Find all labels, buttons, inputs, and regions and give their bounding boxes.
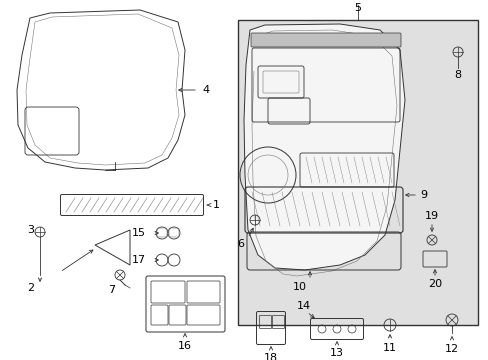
Text: 13: 13 xyxy=(329,348,343,358)
Text: 11: 11 xyxy=(382,343,396,353)
Bar xyxy=(238,20,477,325)
Text: 17: 17 xyxy=(132,255,146,265)
Text: 20: 20 xyxy=(427,279,441,289)
Text: 4: 4 xyxy=(202,85,209,95)
Text: 16: 16 xyxy=(178,341,192,351)
Text: 2: 2 xyxy=(27,283,34,293)
Text: 1: 1 xyxy=(213,200,220,210)
Text: 14: 14 xyxy=(296,301,310,311)
Text: 12: 12 xyxy=(444,344,458,354)
Text: 6: 6 xyxy=(237,239,244,249)
Text: 7: 7 xyxy=(108,285,115,295)
Text: 18: 18 xyxy=(264,353,278,360)
Text: 8: 8 xyxy=(453,70,461,80)
Polygon shape xyxy=(244,24,404,270)
Text: 9: 9 xyxy=(419,190,426,200)
Text: 15: 15 xyxy=(132,228,146,238)
FancyBboxPatch shape xyxy=(250,33,400,47)
Text: 3: 3 xyxy=(27,225,34,235)
Text: 10: 10 xyxy=(292,282,306,292)
Text: 5: 5 xyxy=(354,3,361,13)
Text: 19: 19 xyxy=(424,211,438,221)
